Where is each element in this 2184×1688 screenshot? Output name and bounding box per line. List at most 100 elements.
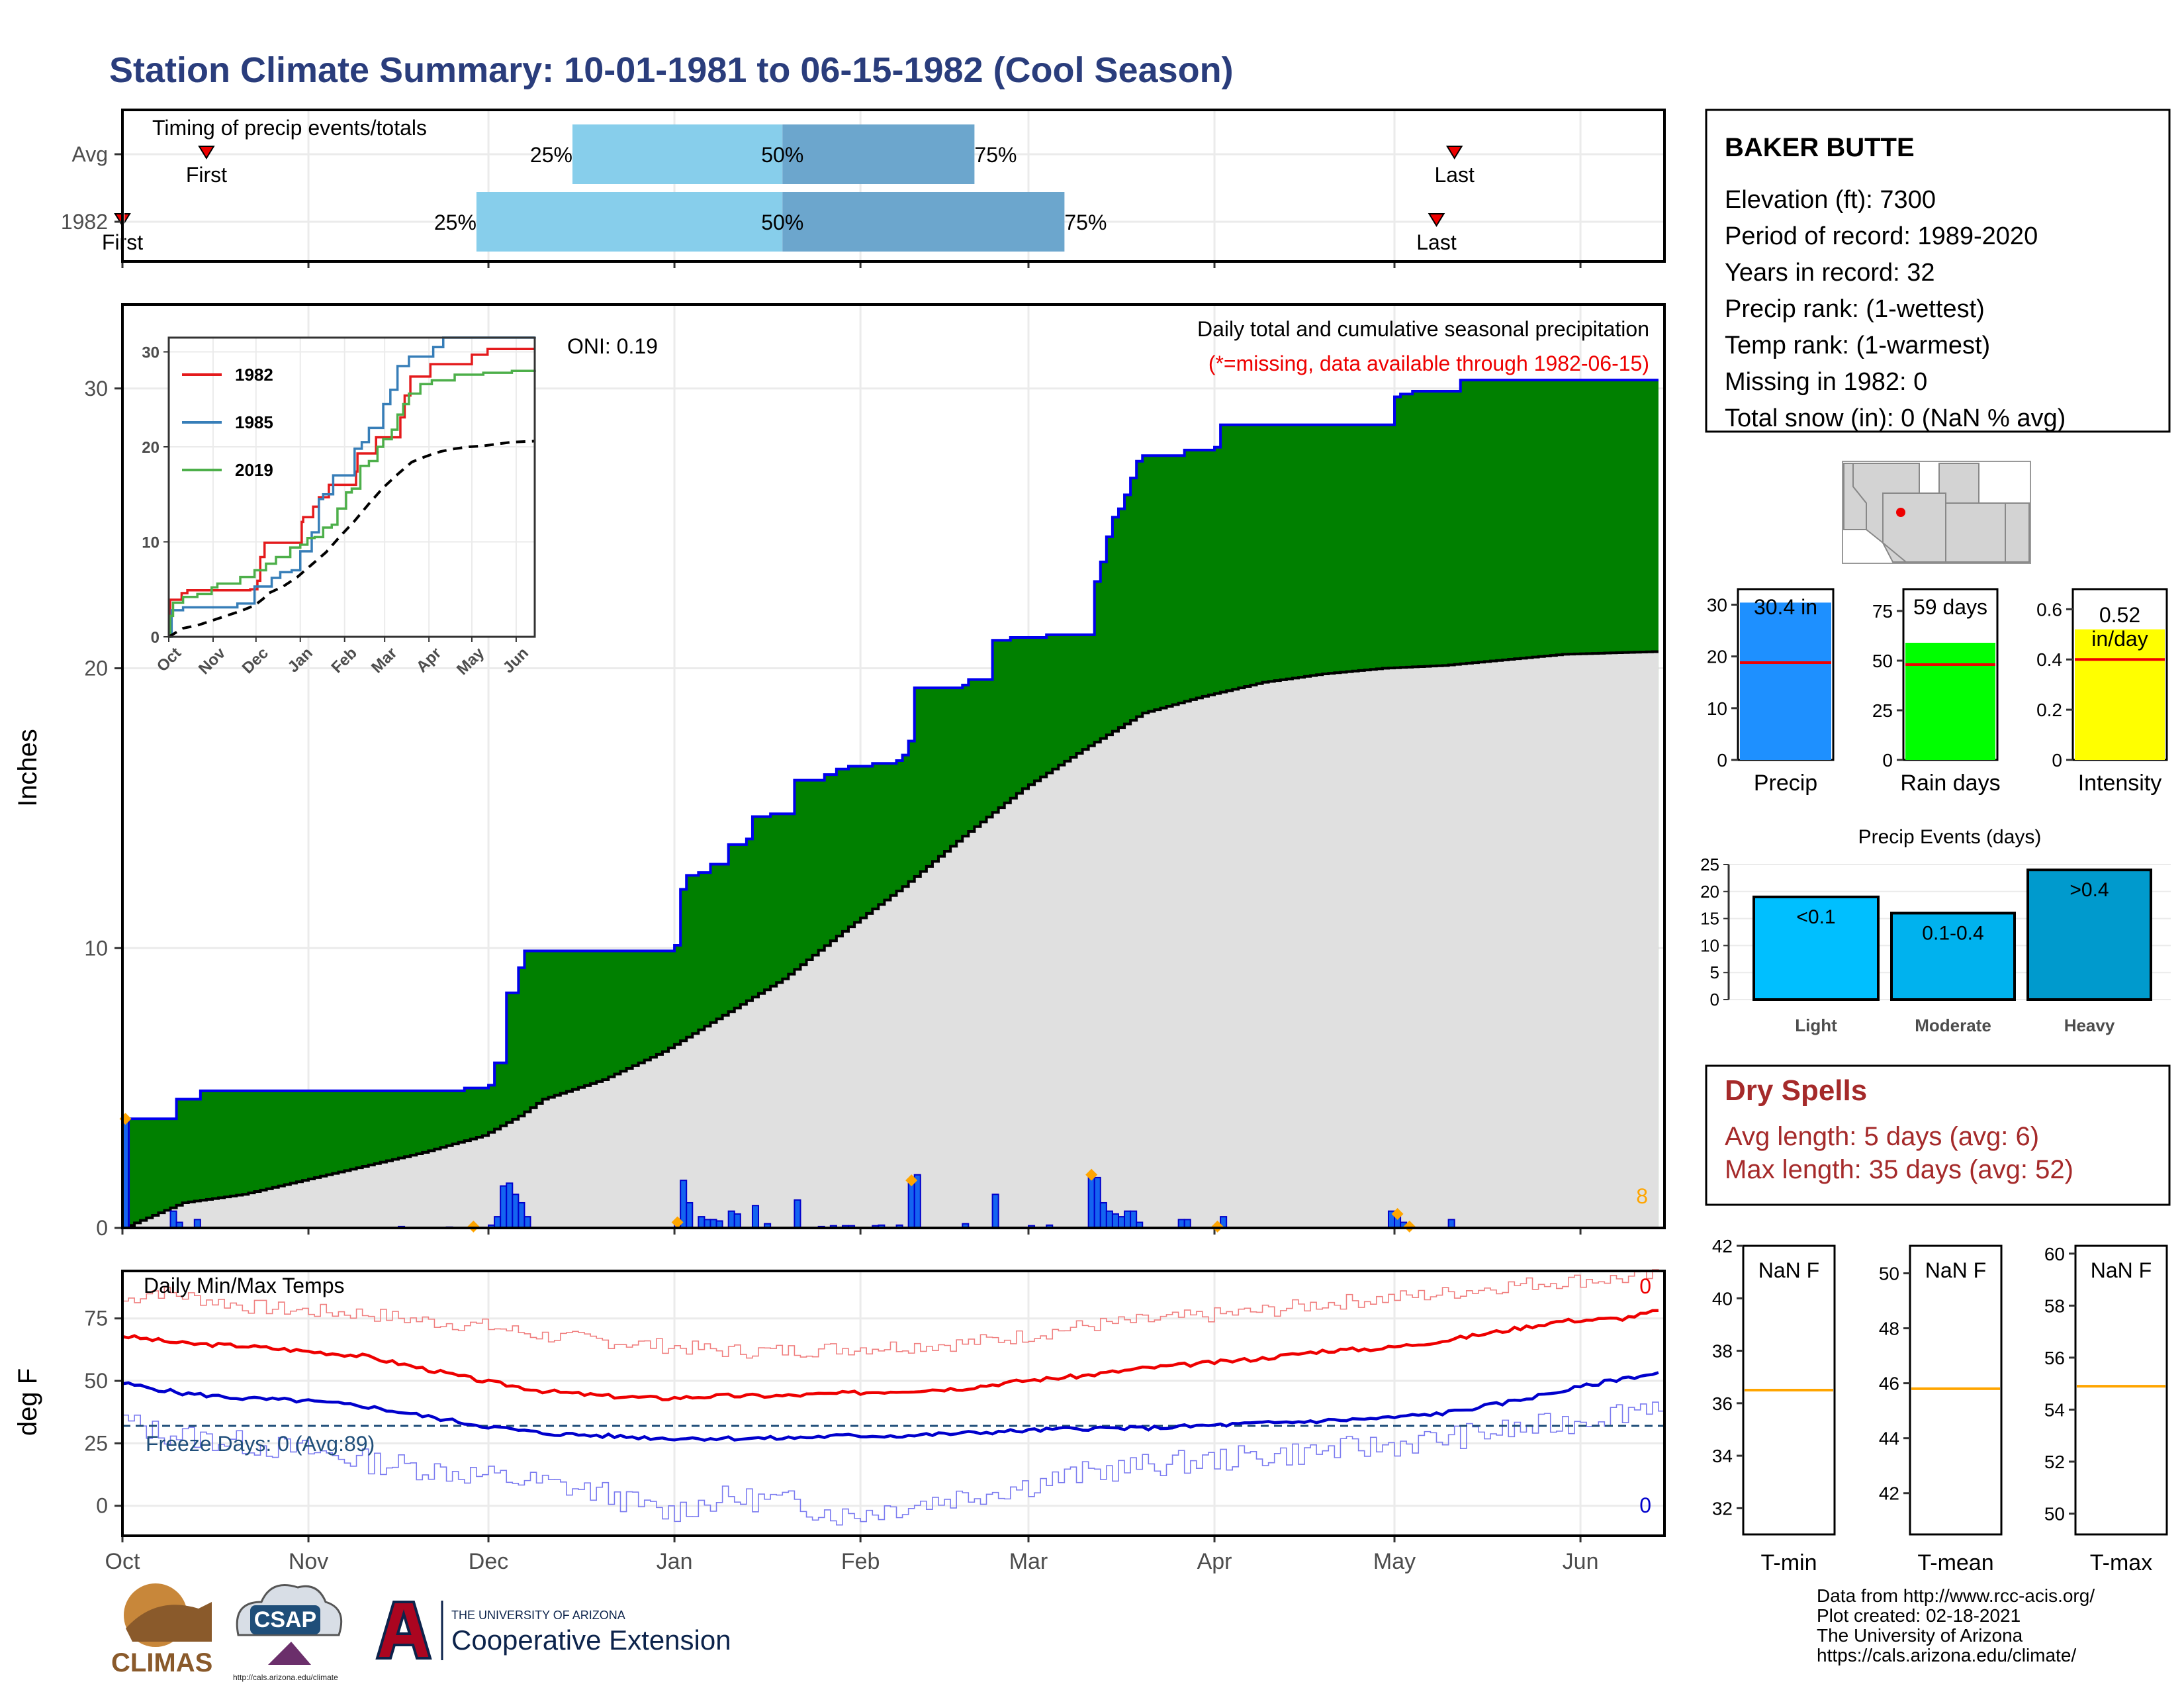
daily-precip-bar	[1124, 1210, 1132, 1229]
inset-series-line	[169, 369, 536, 638]
timing-bar-lower	[572, 124, 783, 184]
timing-first-label: First	[186, 163, 227, 187]
station-detail-line: Temp rank: (1-warmest)	[1725, 332, 1990, 359]
timing-first-marker	[198, 146, 215, 160]
tsum-value-label: NaN F	[1925, 1258, 1986, 1282]
csap-logo-text: CSAP	[254, 1607, 316, 1632]
tsum-value-label: NaN F	[2091, 1258, 2152, 1282]
total-y-tick-label: 25	[1872, 700, 1893, 721]
precip-y-tick-label: 0	[96, 1216, 108, 1240]
extreme-precip-marker	[1403, 1220, 1416, 1233]
temp-y-tick-label: 50	[84, 1369, 108, 1393]
ua-name: THE UNIVERSITY OF ARIZONA	[451, 1609, 625, 1622]
record-min-temp-line	[122, 1401, 1664, 1526]
daily-precip-bar	[523, 1216, 531, 1229]
extreme-precip-marker	[1211, 1220, 1224, 1233]
footer-line-2: The University of Arizona	[1817, 1625, 2023, 1646]
total-y-tick-label: 0	[1882, 750, 1893, 771]
tsum-y-tick-label: 36	[1712, 1393, 1733, 1414]
csap-logo-badge	[250, 1605, 320, 1634]
daily-precip-bar	[169, 1210, 177, 1229]
tsum-category-label: T-mean	[1917, 1550, 1993, 1575]
events-y-tick-label: 5	[1710, 962, 1719, 982]
timing-p25-label: 25%	[434, 211, 477, 234]
timing-title: Timing of precip events/totals	[152, 116, 427, 140]
temp-y-tick-label: 75	[84, 1307, 108, 1331]
extreme-precip-marker	[671, 1216, 684, 1229]
csap-logo-mountain	[268, 1642, 311, 1665]
total-category-label: Intensity	[2078, 771, 2162, 796]
events-category-label: Light	[1795, 1015, 1837, 1035]
daily-precip-bar	[1117, 1216, 1126, 1229]
tsum-category-label: T-max	[2090, 1550, 2152, 1575]
precip-y-axis-title: Inches	[13, 729, 42, 807]
timing-row-label: 1982	[61, 210, 108, 234]
inset-y-tick-label: 0	[151, 629, 159, 647]
precip-y-tick-label: 30	[84, 377, 108, 400]
precip-corner-label: 8	[1636, 1184, 1648, 1208]
events-y-tick-label: 10	[1700, 935, 1719, 955]
month-axis-label: Feb	[841, 1549, 880, 1574]
university-of-arizona-logo: THE UNIVERSITY OF ARIZONA Cooperative Ex…	[375, 1601, 731, 1660]
daily-precip-bar	[686, 1201, 694, 1229]
avg-max-temp-line	[122, 1309, 1659, 1401]
precip-chart-title: Daily total and cumulative seasonal prec…	[1197, 317, 1649, 341]
tsum-y-tick-label: 58	[2044, 1295, 2065, 1316]
precip-average-line	[122, 650, 1659, 1229]
total-value-label: 59 days	[1913, 595, 1987, 619]
footer-line-0: Data from http://www.rcc-acis.org/	[1817, 1585, 2095, 1606]
month-axis-label: Mar	[1009, 1549, 1048, 1574]
inset-legend-label: 1982	[235, 365, 273, 385]
events-category-label: Heavy	[2064, 1015, 2115, 1035]
daily-precip-bar	[512, 1194, 520, 1229]
total-y-tick-label: 0.2	[2036, 700, 2062, 720]
tsum-y-tick-label: 50	[1879, 1264, 1899, 1284]
events-bar-label: >0.4	[2070, 879, 2109, 901]
tsum-category-label: T-min	[1761, 1550, 1817, 1575]
map-state-new-mexico	[1945, 502, 2006, 563]
daily-precip-bar	[1093, 1176, 1101, 1229]
events-y-tick-label: 0	[1710, 990, 1719, 1009]
total-y-tick-label: 75	[1872, 601, 1893, 622]
timing-p25-label: 25%	[530, 143, 572, 167]
record-max-temp-line	[122, 1269, 1664, 1359]
total-category-label: Precip	[1754, 771, 1817, 796]
season-totals-charts: 0 10 20 30 Precip 30.4 in 0 25 50 75 Rain days 59 d…	[1707, 588, 2168, 796]
climas-logo: CLIMAS	[111, 1583, 212, 1677]
timing-bar-lower	[476, 192, 783, 252]
events-chart-title: Precip Events (days)	[1858, 826, 2042, 848]
month-axis-label: Jun	[1563, 1549, 1599, 1574]
timing-panel: 25%50%75%FirstLastAvg25%50%75%FirstLast1…	[61, 109, 1666, 268]
precip-1982-line	[122, 379, 1659, 1229]
total-value-label: 30.4 in	[1754, 595, 1817, 619]
temp-plot-bg	[122, 1271, 1664, 1536]
extreme-precip-marker	[467, 1220, 480, 1233]
daily-precip-bar	[1105, 1210, 1113, 1229]
total-bar	[1905, 643, 1995, 760]
avg-min-temp-line	[122, 1371, 1659, 1442]
footer-line-3: https://cals.arizona.edu/climate/	[1817, 1645, 2076, 1665]
tsum-y-tick-label: 44	[1879, 1429, 1899, 1449]
climas-logo-landscape	[126, 1602, 212, 1642]
total-y-tick-label: 20	[1707, 647, 1727, 667]
dry-spells-box: Dry Spells Avg length: 5 days (avg: 6) M…	[1705, 1064, 2171, 1206]
month-axis-label: Oct	[105, 1549, 140, 1574]
precip-y-tick-label: 10	[84, 936, 108, 960]
daily-precip-bar	[913, 1174, 921, 1229]
station-box-frame	[1705, 109, 2171, 433]
timing-last-marker	[1428, 213, 1445, 227]
dry-spells-avg: Avg length: 5 days (avg: 6)	[1725, 1122, 2039, 1151]
ua-block-a-icon	[375, 1601, 432, 1660]
total-bar	[1740, 602, 1831, 760]
timing-p50-label: 50%	[761, 143, 803, 167]
events-bar	[1752, 895, 1880, 1001]
tsum-y-tick-label: 56	[2044, 1348, 2065, 1368]
inset-legend-label: 2019	[235, 460, 273, 480]
page-title: Station Climate Summary: 10-01-1981 to 0…	[109, 50, 1234, 90]
total-value-label: 0.52 in/day	[2091, 603, 2148, 651]
inset-plot-bg	[169, 338, 535, 637]
daily-precip-bar	[991, 1194, 999, 1229]
precip-events-chart: 0 5 10 15 20 25 <0.1 Light 0.1-0.4 Moderate >0.4 He…	[1700, 826, 2171, 1035]
tsum-y-tick-label: 42	[1712, 1236, 1733, 1256]
max-count-label: 0	[1639, 1274, 1651, 1298]
